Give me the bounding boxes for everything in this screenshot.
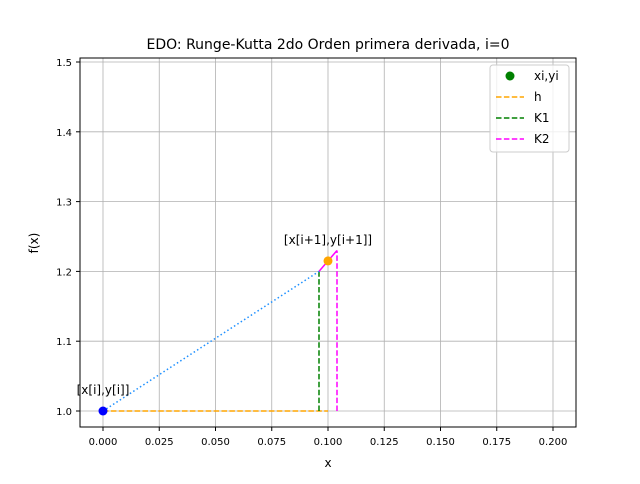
series-k1-slope [102,270,320,412]
x-tick-label: 0.025 [145,437,174,448]
y-tick-label: 1.2 [56,267,72,278]
y-axis-label: f(x) [27,233,41,254]
legend-label: h [534,90,542,104]
legend-marker [505,71,515,81]
x-tick-label: 0.100 [314,437,343,448]
legend-label: K1 [534,111,550,125]
y-tick-label: 1.4 [56,128,72,139]
legend-label: K2 [534,132,550,146]
x-axis-label: x [324,456,331,470]
annotation-xi1-yi1: [x[i+1],y[i+1]] [284,233,372,247]
legend-label: xi,yi [534,69,559,83]
legend: xi,yi h K1 K2 [489,64,570,153]
x-tick-label: 0.000 [89,437,118,448]
data-point [323,256,333,266]
data-point [98,406,108,416]
ticks: 0.000 0.025 0.050 0.075 0.100 0.125 0.150 0.175… [56,58,567,448]
x-tick-label: 0.050 [201,437,230,448]
y-tick-label: 1.3 [56,198,72,209]
plot-area: [x[i],y[i]] [x[i+1],y[i+1]] [77,233,372,416]
chart-title: EDO: Runge-Kutta 2do Orden primera deriv… [147,37,510,53]
legend-box [489,64,570,153]
annotation-xi-yi: [x[i],y[i]] [77,383,130,397]
x-tick-label: 0.150 [426,437,455,448]
y-tick-label: 1.5 [56,58,72,69]
x-tick-label: 0.200 [539,437,568,448]
x-tick-label: 0.075 [257,437,286,448]
x-tick-label: 0.175 [482,437,511,448]
y-tick-label: 1.0 [56,407,72,418]
y-tick-label: 1.1 [56,337,72,348]
x-tick-label: 0.125 [370,437,399,448]
